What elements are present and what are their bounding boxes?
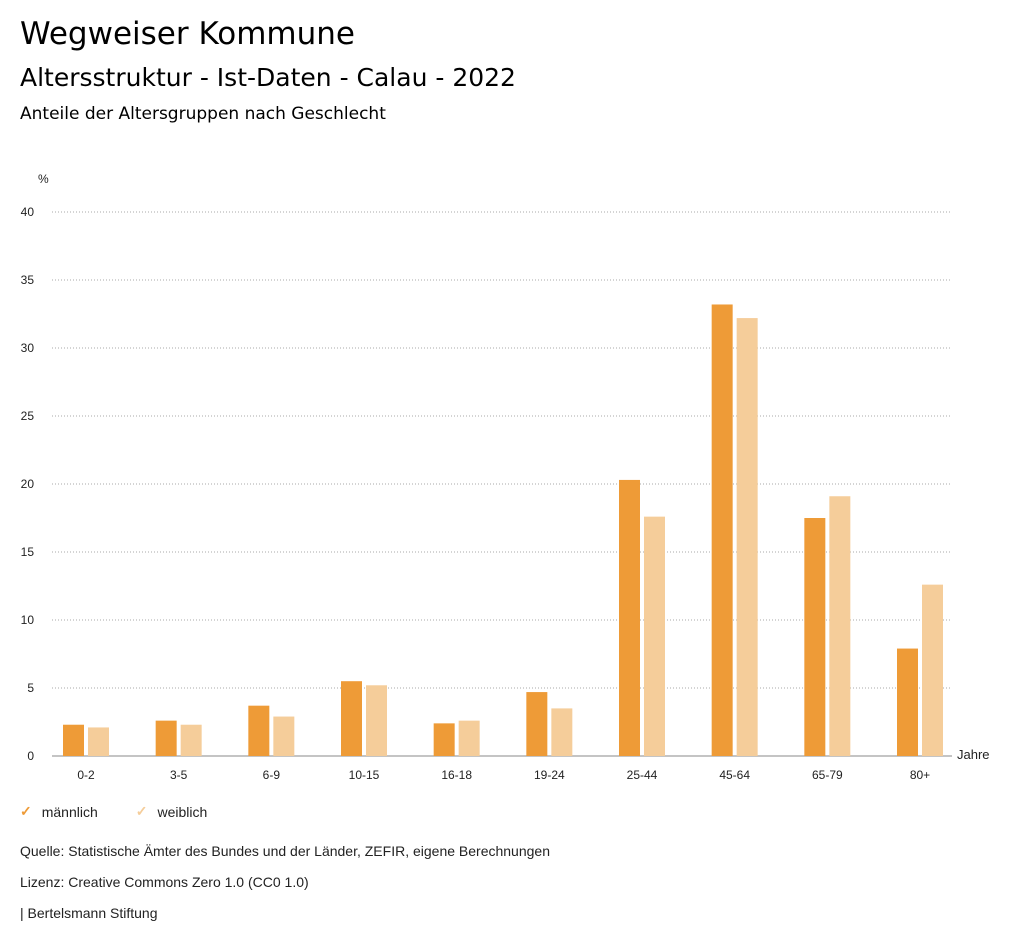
x-tick-label: 80+ <box>910 768 930 782</box>
bar-weiblich <box>273 716 295 756</box>
y-tick-label: 5 <box>27 681 34 695</box>
y-tick-label: 0 <box>27 749 34 763</box>
bar-maennlich <box>897 648 918 756</box>
y-tick-label: 15 <box>21 545 35 559</box>
legend-label: männlich <box>41 803 98 820</box>
y-tick-label: 25 <box>21 409 35 423</box>
y-tick-label: 30 <box>21 341 35 355</box>
x-tick-label: 3-5 <box>170 768 188 782</box>
bar-weiblich <box>736 318 758 756</box>
x-tick-label: 10-15 <box>349 768 380 782</box>
x-tick-label: 45-64 <box>719 768 750 782</box>
legend-item-weiblich[interactable]: ✓ weiblich <box>136 803 208 820</box>
legend-label: weiblich <box>157 803 208 820</box>
x-tick-label: 16-18 <box>441 768 472 782</box>
bar-maennlich <box>804 518 826 756</box>
x-tick-label: 25-44 <box>627 768 658 782</box>
bar-weiblich <box>644 516 665 756</box>
page-title: Wegweiser Kommune <box>20 16 355 52</box>
bar-weiblich <box>88 727 109 756</box>
bar-maennlich <box>619 479 640 756</box>
page-subtitle: Altersstruktur - Ist-Daten - Calau - 202… <box>20 63 516 92</box>
y-tick-label: 20 <box>21 477 35 491</box>
y-tick-label: 40 <box>21 205 35 219</box>
bar-weiblich <box>366 685 387 756</box>
license-text: Lizenz: Creative Commons Zero 1.0 (CC0 1… <box>20 874 309 890</box>
check-icon: ✓ <box>135 803 148 819</box>
bar-weiblich <box>180 724 202 756</box>
x-tick-label: 6-9 <box>263 768 281 782</box>
legend-item-maennlich[interactable]: ✓ männlich <box>20 803 98 820</box>
bar-maennlich <box>248 705 270 756</box>
bar-weiblich <box>458 720 480 756</box>
x-axis-label: Jahre <box>957 747 990 762</box>
bar-maennlich <box>155 720 177 756</box>
x-tick-label: 65-79 <box>812 768 843 782</box>
bar-maennlich <box>63 724 84 756</box>
bar-maennlich <box>526 692 548 756</box>
x-tick-label: 0-2 <box>77 768 95 782</box>
bar-weiblich <box>922 584 943 756</box>
bar-weiblich <box>829 496 851 756</box>
chart-title: Anteile der Altersgruppen nach Geschlech… <box>20 104 386 124</box>
y-tick-label: 10 <box>21 613 35 627</box>
organization-text: | Bertelsmann Stiftung <box>20 905 158 921</box>
x-tick-label: 19-24 <box>534 768 565 782</box>
bar-chart: % 0 5 10 15 20 25 30 35 40 0-2 3-5 6-9 10-15 16-18 19-2… <box>21 172 990 782</box>
bar-weiblich <box>551 708 573 756</box>
bar-maennlich <box>711 304 733 756</box>
source-text: Quelle: Statistische Ämter des Bundes un… <box>20 843 550 859</box>
bar-maennlich <box>433 723 455 756</box>
y-axis-unit-label: % <box>38 172 49 186</box>
check-icon: ✓ <box>20 803 32 819</box>
y-tick-label: 35 <box>21 273 35 287</box>
chart-legend: ✓ männlich ✓ weiblich <box>20 803 207 820</box>
bar-maennlich <box>341 681 362 756</box>
